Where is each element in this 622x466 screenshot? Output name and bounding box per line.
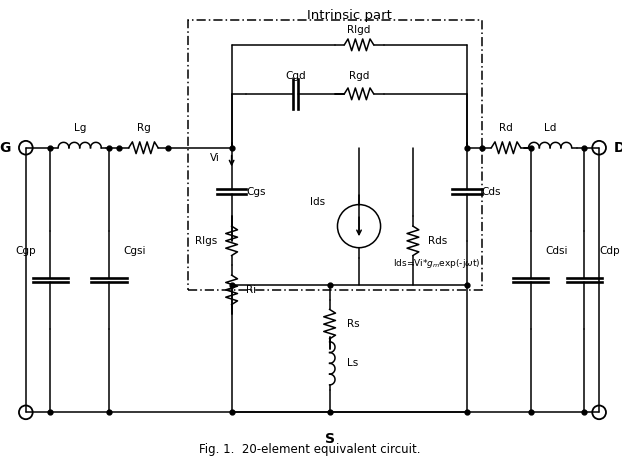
Text: Cgd: Cgd bbox=[285, 71, 305, 81]
Text: Intrinsic part: Intrinsic part bbox=[307, 9, 392, 22]
Text: Rg: Rg bbox=[137, 123, 151, 133]
Text: Rgd: Rgd bbox=[349, 71, 369, 81]
Text: Ld: Ld bbox=[544, 123, 556, 133]
Text: Ri: Ri bbox=[246, 285, 256, 295]
Bar bbox=[187, 21, 481, 290]
Text: Cdp: Cdp bbox=[599, 246, 620, 256]
Text: Cgs: Cgs bbox=[246, 187, 266, 197]
Text: Ids=Vi*$g_m$exp(-j$\omega$t): Ids=Vi*$g_m$exp(-j$\omega$t) bbox=[393, 257, 481, 270]
Text: D: D bbox=[614, 141, 622, 155]
Text: Ids: Ids bbox=[310, 197, 325, 206]
Text: Rs: Rs bbox=[347, 319, 360, 329]
Text: Cgsi: Cgsi bbox=[124, 246, 146, 256]
Text: Vi: Vi bbox=[210, 152, 220, 163]
Text: Rds: Rds bbox=[427, 236, 447, 246]
Text: Rd: Rd bbox=[499, 123, 513, 133]
Text: Fig. 1.  20-element equivalent circuit.: Fig. 1. 20-element equivalent circuit. bbox=[199, 443, 420, 456]
Text: G: G bbox=[0, 141, 11, 155]
Text: Cdsi: Cdsi bbox=[545, 246, 568, 256]
Text: Cds: Cds bbox=[481, 187, 501, 197]
Text: S: S bbox=[325, 432, 335, 446]
Text: RIgs: RIgs bbox=[195, 236, 217, 246]
Text: Cgp: Cgp bbox=[15, 246, 35, 256]
Text: Lg: Lg bbox=[73, 123, 86, 133]
Text: RIgd: RIgd bbox=[347, 25, 371, 35]
Text: Ls: Ls bbox=[347, 358, 358, 368]
